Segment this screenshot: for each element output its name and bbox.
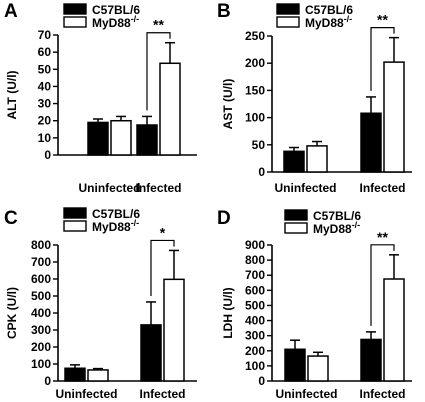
panel-letter: C xyxy=(4,208,18,229)
y-tick-label: 800 xyxy=(245,253,265,267)
bar-myd88-uninfected xyxy=(87,369,109,382)
y-axis-label: ALT (U/l) xyxy=(5,70,19,119)
category-label: Infected xyxy=(135,181,181,195)
y-tick-label: 700 xyxy=(245,268,265,282)
significance-bracket xyxy=(370,244,395,326)
bar-c57bl6-uninfected xyxy=(87,121,109,156)
y-tick-label: 500 xyxy=(31,289,51,303)
y-tick-label: 800 xyxy=(31,238,51,252)
bar-c57bl6-infected xyxy=(136,124,158,156)
y-tick-label: 200 xyxy=(245,344,265,358)
panel-c: C CPK (U/l) 0 100 200 300 400 500 600 700 800 Uninf… xyxy=(4,207,197,401)
y-tick-label: 20 xyxy=(38,114,52,128)
bar-c57bl6-uninfected xyxy=(283,150,305,173)
legend-swatch-myd88 xyxy=(63,220,87,232)
category-label: Uninfected xyxy=(78,181,140,195)
significance-bracket xyxy=(370,27,395,91)
panel-letter: B xyxy=(217,1,231,22)
y-tick-label: 100 xyxy=(245,111,265,125)
y-tick-label: 50 xyxy=(252,138,266,152)
y-tick-label: 10 xyxy=(38,131,52,145)
bar-myd88-uninfected xyxy=(110,119,132,156)
y-tick-label: 100 xyxy=(245,359,265,373)
legend-swatch-myd88 xyxy=(284,222,308,234)
panel-a: A ALT (U/l) 0 10 20 30 40 50 60 70 UninfectedInfec… xyxy=(4,1,197,195)
y-tick-label: 70 xyxy=(38,28,52,42)
y-tick-label: 250 xyxy=(245,29,265,43)
category-label: Infected xyxy=(359,181,405,195)
bar-c57bl6-uninfected xyxy=(64,367,86,382)
legend-swatch-c57bl6 xyxy=(284,209,308,221)
y-tick-label: 0 xyxy=(44,148,51,162)
y-axis-label: CPK (U/l) xyxy=(5,287,19,339)
y-tick-label: 100 xyxy=(31,357,51,371)
panel-letter: D xyxy=(217,208,231,229)
y-tick-label: 200 xyxy=(31,340,51,354)
bar-myd88-infected xyxy=(159,62,181,156)
significance-label: ** xyxy=(377,229,388,245)
legend-swatch-c57bl6 xyxy=(63,207,87,219)
legend-swatch-c57bl6 xyxy=(63,3,87,15)
y-tick-label: 600 xyxy=(31,272,51,286)
category-label: Uninfected xyxy=(55,387,117,401)
panel-letter: A xyxy=(4,1,18,22)
bar-myd88-infected xyxy=(163,278,185,382)
y-tick-label: 40 xyxy=(38,79,52,93)
y-tick-label: 400 xyxy=(31,306,51,320)
bar-c57bl6-infected xyxy=(140,324,162,382)
legend-label-c57bl6: C57BL/6 xyxy=(92,3,140,17)
y-axis-label: LDH (U/l) xyxy=(221,287,235,338)
legend-label-myd88: MyD88-/- xyxy=(92,14,139,30)
bar-c57bl6-infected xyxy=(360,112,382,173)
legend-label-myd88: MyD88-/- xyxy=(305,14,352,30)
legend-label-myd88: MyD88-/- xyxy=(313,220,360,236)
y-tick-label: 300 xyxy=(31,323,51,337)
category-label: Infected xyxy=(139,387,185,401)
y-tick-label: 700 xyxy=(31,255,51,269)
y-tick-label: 200 xyxy=(245,56,265,70)
category-label: Uninfected xyxy=(274,181,336,195)
bar-myd88-infected xyxy=(383,278,405,382)
significance-label: ** xyxy=(153,17,164,33)
y-tick-label: 400 xyxy=(245,314,265,328)
y-axis-label: AST (U/l) xyxy=(221,79,235,130)
y-tick-label: 600 xyxy=(245,283,265,297)
y-tick-label: 300 xyxy=(245,329,265,343)
panel-b: B AST (U/l) 0 50 100 150 200 250 Uninfected Infec… xyxy=(217,1,412,195)
significance-bracket xyxy=(146,32,171,111)
y-tick-label: 0 xyxy=(44,374,51,388)
legend-label-c57bl6: C57BL/6 xyxy=(92,207,140,221)
significance-bracket xyxy=(150,239,175,296)
category-label: Uninfected xyxy=(275,387,337,401)
legend-label-myd88: MyD88-/- xyxy=(92,218,139,234)
y-tick-label: 0 xyxy=(258,165,265,179)
y-tick-label: 50 xyxy=(38,62,52,76)
y-tick-label: 900 xyxy=(245,238,265,252)
significance-label: * xyxy=(160,224,166,240)
bar-myd88-uninfected xyxy=(307,355,329,382)
legend-swatch-myd88 xyxy=(63,16,87,28)
legend-label-c57bl6: C57BL/6 xyxy=(313,209,361,223)
bar-myd88-infected xyxy=(383,61,405,173)
legend-swatch-myd88 xyxy=(276,16,300,28)
legend-label-c57bl6: C57BL/6 xyxy=(305,3,353,17)
bar-c57bl6-uninfected xyxy=(284,348,306,382)
bar-c57bl6-infected xyxy=(360,338,382,382)
y-tick-label: 500 xyxy=(245,298,265,312)
y-tick-label: 150 xyxy=(245,83,265,97)
bar-myd88-uninfected xyxy=(306,145,328,173)
y-tick-label: 0 xyxy=(258,374,265,388)
y-tick-label: 30 xyxy=(38,97,52,111)
significance-label: ** xyxy=(377,12,388,28)
category-label: Infected xyxy=(359,387,405,401)
y-tick-label: 60 xyxy=(38,45,52,59)
legend-swatch-c57bl6 xyxy=(276,3,300,15)
